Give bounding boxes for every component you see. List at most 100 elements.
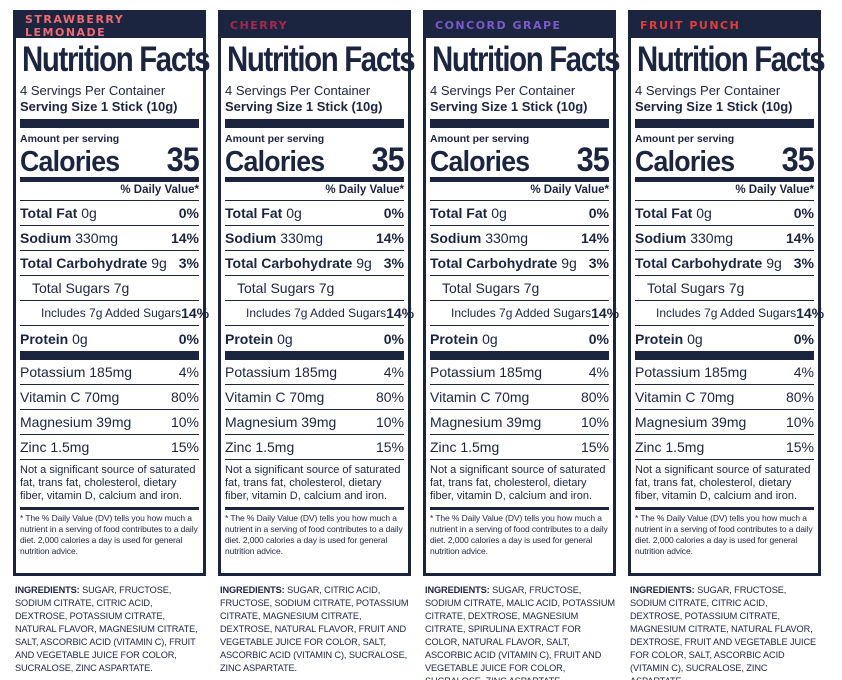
nutrient-row-sodium: Sodium 330mg 14% — [20, 226, 199, 251]
nutrient-dv: 0% — [793, 205, 814, 221]
vitamin-dv: 10% — [785, 414, 814, 430]
vitamin-dv: 80% — [580, 389, 609, 405]
vitamin-row: Magnesium 39mg 10% — [635, 410, 814, 435]
vitamin-row: Zinc 1.5mg 15% — [635, 435, 814, 460]
nutrient-amount: 0g — [696, 205, 712, 221]
nutrient-amount: 9g — [561, 255, 577, 271]
medium-divider — [635, 177, 814, 182]
vitamin-label: Vitamin C 70mg — [430, 389, 530, 405]
calories-value: 35 — [166, 141, 200, 179]
nutrient-row-total-sugars: Total Sugars 7g — [20, 276, 199, 301]
nutrient-row-protein: Protein 0g 0% — [20, 326, 199, 351]
vitamin-dv: 4% — [178, 364, 199, 380]
nutrient-label: Protein — [430, 330, 479, 347]
thick-divider — [225, 351, 404, 360]
nutrient-label: Total Sugars 7g — [647, 280, 745, 296]
nutrient-row-sodium: Sodium 330mg 14% — [225, 226, 404, 251]
calories-row: Calories 35 — [635, 143, 815, 178]
nutrient-dv: 3% — [793, 255, 814, 271]
nutrient-amount: 330mg — [280, 230, 324, 246]
nutrient-label: Total Sugars 7g — [32, 280, 130, 296]
vitamin-label: Zinc 1.5mg — [430, 439, 500, 455]
ingredients-text: INGREDIENTS: SUGAR, CITRIC ACID, FRUCTOS… — [218, 584, 411, 675]
nutrient-row-sodium: Sodium 330mg 14% — [430, 226, 609, 251]
nutrient-label: Total Fat — [225, 205, 283, 221]
servings-per-container: 4 Servings Per Container — [430, 83, 576, 98]
nutrient-row-total-fat: Total Fat 0g 0% — [225, 201, 404, 226]
thick-divider — [225, 119, 404, 128]
not-significant-note: Not a significant source of saturated fa… — [20, 460, 199, 510]
medium-divider — [225, 177, 404, 182]
nutrient-dv: 0% — [793, 330, 814, 347]
vitamin-dv: 15% — [170, 439, 199, 455]
daily-value-header: % Daily Value* — [430, 182, 609, 201]
daily-value-header: % Daily Value* — [225, 182, 404, 201]
nutrient-row-protein: Protein 0g 0% — [635, 326, 814, 351]
calories-row: Calories 35 — [225, 141, 405, 179]
vitamin-dv: 10% — [375, 414, 404, 430]
nutrient-row-protein: Protein 0g 0% — [225, 326, 404, 351]
nutrient-dv: 14% — [181, 305, 210, 321]
nutrient-dv: 0% — [383, 330, 404, 347]
vitamin-row: Zinc 1.5mg 15% — [20, 435, 199, 460]
vitamin-label: Zinc 1.5mg — [225, 439, 295, 455]
vitamin-row: Zinc 1.5mg 15% — [225, 435, 404, 460]
ingredients-label: INGREDIENTS: — [220, 585, 285, 595]
nutrition-facts-title: Nutrition Facts — [22, 40, 211, 79]
calories-label: Calories — [225, 146, 325, 178]
amount-per-serving: Amount per serving — [635, 133, 735, 145]
nutrition-label: FRUIT PUNCH Nutrition Facts 4 Servings P… — [628, 10, 826, 576]
vitamin-row: Potassium 185mg 4% — [20, 360, 199, 385]
vitamin-row: Magnesium 39mg 10% — [430, 410, 609, 435]
nutrient-label: Total Fat — [635, 205, 693, 221]
thick-divider — [430, 351, 609, 360]
flavor-banner: CONCORD GRAPE — [426, 13, 613, 38]
vitamin-label: Zinc 1.5mg — [20, 439, 90, 455]
vitamin-row: Potassium 185mg 4% — [635, 360, 814, 385]
vitamin-row: Vitamin C 70mg 80% — [430, 385, 609, 410]
calories-value: 35 — [576, 141, 610, 179]
flavor-name: CHERRY — [230, 19, 289, 32]
nutrient-label: Protein — [20, 330, 69, 347]
nutrient-dv: 0% — [588, 205, 609, 221]
nutrient-dv: 14% — [785, 230, 814, 246]
nutrient-row-total-fat: Total Fat 0g 0% — [635, 201, 814, 226]
calories-value: 35 — [371, 141, 405, 179]
vitamin-row: Vitamin C 70mg 80% — [635, 385, 814, 410]
vitamin-row: Magnesium 39mg 10% — [225, 410, 404, 435]
nutrient-dv: 0% — [383, 205, 404, 221]
vitamin-row: Potassium 185mg 4% — [430, 360, 609, 385]
vitamin-dv: 10% — [580, 414, 609, 430]
nutrient-amount: 330mg — [485, 230, 529, 246]
nutrient-label: Includes 7g Added Sugars — [451, 306, 592, 320]
nutrient-row-added-sugars: Includes 7g Added Sugars 14% — [430, 301, 619, 326]
flavor-banner: FRUIT PUNCH — [631, 13, 818, 38]
nutrient-label: Protein — [225, 330, 274, 347]
vitamin-row: Zinc 1.5mg 15% — [430, 435, 609, 460]
vitamin-dv: 4% — [793, 364, 814, 380]
vitamin-label: Potassium 185mg — [20, 364, 133, 380]
nutrient-row-sodium: Sodium 330mg 14% — [635, 226, 814, 251]
nutrient-row-total-sugars: Total Sugars 7g — [635, 276, 814, 301]
ingredients-text: INGREDIENTS: SUGAR, FRUCTOSE, SODIUM CIT… — [628, 584, 821, 680]
vitamin-label: Magnesium 39mg — [20, 414, 132, 430]
nutrient-dv: 14% — [386, 305, 415, 321]
ingredients-label: INGREDIENTS: — [630, 585, 695, 595]
nutrition-facts-title: Nutrition Facts — [227, 40, 416, 79]
vitamin-row: Potassium 185mg 4% — [225, 360, 404, 385]
nutrient-dv: 14% — [170, 230, 199, 246]
nutrient-dv: 14% — [796, 305, 825, 321]
vitamin-row: Vitamin C 70mg 80% — [20, 385, 199, 410]
thick-divider — [430, 119, 609, 128]
nutrient-dv: 0% — [178, 330, 199, 347]
nutrient-amount: 0g — [277, 330, 293, 347]
nutrition-label: STRAWBERRY LEMONADE Nutrition Facts 4 Se… — [13, 10, 211, 576]
vitamin-dv: 10% — [170, 414, 199, 430]
vitamin-label: Potassium 185mg — [430, 364, 543, 380]
serving-size: Serving Size 1 Stick (10g) — [635, 99, 793, 114]
ingredients-text: INGREDIENTS: SUGAR, FRUCTOSE, SODIUM CIT… — [13, 584, 206, 675]
nutrient-dv: 14% — [580, 230, 609, 246]
calories-label: Calories — [635, 146, 735, 178]
thick-divider — [635, 351, 814, 360]
serving-size: Serving Size 1 Stick (10g) — [225, 99, 383, 114]
